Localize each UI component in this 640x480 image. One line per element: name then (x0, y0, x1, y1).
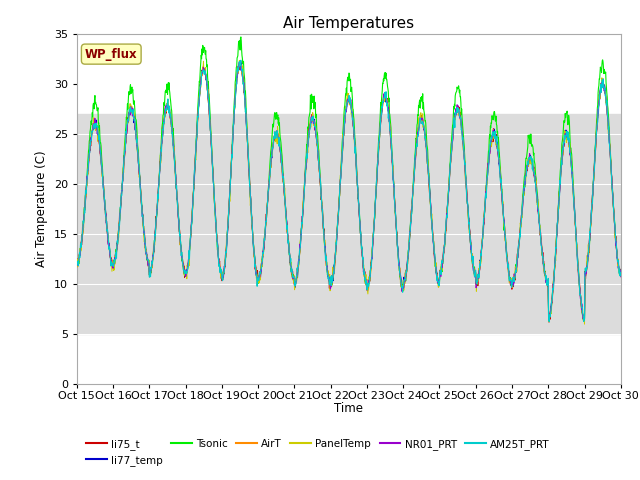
Title: Air Temperatures: Air Temperatures (284, 16, 414, 31)
X-axis label: Time: Time (334, 402, 364, 415)
Legend: li75_t, li77_temp, Tsonic, AirT, PanelTemp, NR01_PRT, AM25T_PRT: li75_t, li77_temp, Tsonic, AirT, PanelTe… (82, 435, 554, 470)
Bar (77, 114, 621, 334)
Y-axis label: Air Temperature (C): Air Temperature (C) (35, 151, 48, 267)
Text: WP_flux: WP_flux (85, 48, 138, 60)
